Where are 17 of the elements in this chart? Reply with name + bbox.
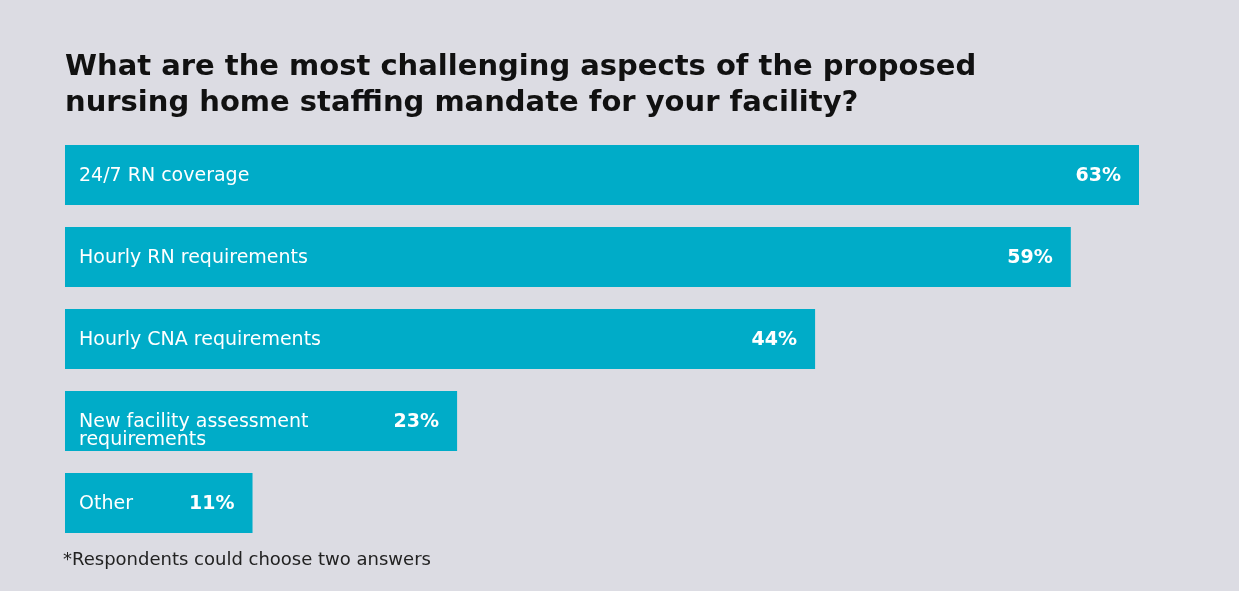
bar [65,145,1139,206]
data-label: 23% [393,408,440,431]
y-tick-label: Other [79,490,134,513]
text: nursing home staffing mandate for your facility? [65,84,859,118]
data-label: 63% [1075,163,1121,186]
data-label: 11% [189,490,235,513]
y-tick-label: 24/7 RN coverage [79,163,250,186]
text: What are the most challenging aspects of the proposed [65,48,977,82]
data-label: 59% [1007,245,1053,268]
bar [65,308,816,370]
text: *Respondents could choose two answers [63,548,431,569]
data-label: 44% [751,327,798,349]
y-tick-label: Hourly CNA requirements [79,327,321,349]
bar [65,472,253,533]
y-tick-label: New facility assessment requirements [79,408,309,449]
y-tick-label: Hourly RN requirements [79,245,308,268]
bar [65,226,1071,288]
